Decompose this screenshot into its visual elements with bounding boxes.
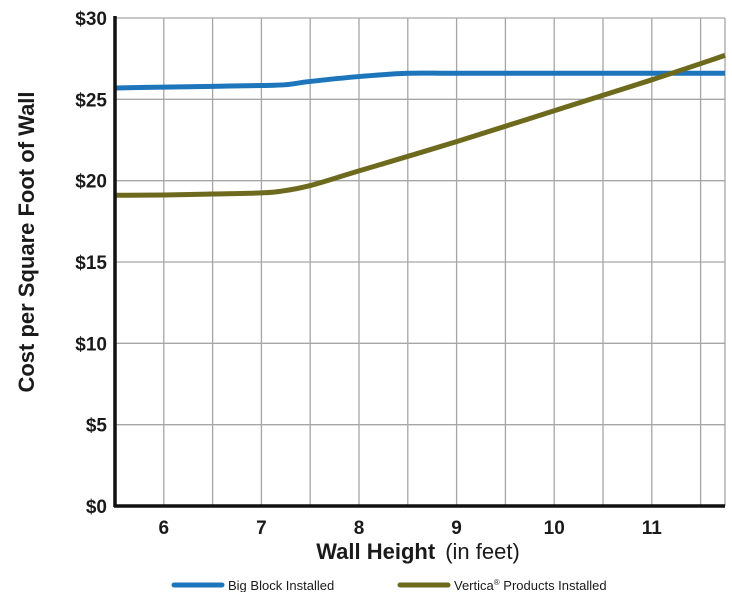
legend-item-big-block: Big Block Installed: [171, 578, 334, 592]
series-line-vertica: [114, 53, 726, 198]
series-line-big-block: [114, 70, 725, 91]
axes: [113, 16, 725, 508]
y-tick-labels: $0 $5 $10 $15 $20 $25 $30: [75, 9, 107, 518]
x-axis-label-unit: (in feet): [445, 539, 520, 564]
x-tick-label-9: 9: [451, 518, 462, 539]
legend-label-vertica-sup: ®: [494, 578, 500, 587]
x-tick-label-11: 11: [642, 518, 663, 539]
legend-item-vertica: Vertica® Products Installed: [397, 578, 607, 592]
x-tick-label-6: 6: [159, 518, 170, 539]
x-tick-label-8: 8: [354, 518, 365, 539]
legend-label-big-block: Big Block Installed: [228, 578, 334, 592]
y-tick-label-15: $15: [75, 253, 107, 274]
grid-lines: [115, 17, 726, 506]
y-tick-label-30: $30: [75, 9, 107, 30]
x-tick-label-10: 10: [544, 518, 565, 539]
x-tick-label-7: 7: [256, 518, 267, 539]
legend-label-vertica-name: Vertica: [454, 578, 495, 592]
y-tick-label-20: $20: [75, 172, 107, 193]
x-axis-label-main: Wall Height: [316, 539, 436, 564]
y-tick-label-25: $25: [75, 90, 107, 111]
legend: Big Block Installed Vertica® Products In…: [171, 578, 607, 592]
y-tick-label-10: $10: [75, 334, 107, 355]
series-lines: [114, 53, 726, 198]
y-tick-label-0: $0: [86, 497, 107, 518]
legend-label-vertica: Vertica® Products Installed: [454, 578, 607, 592]
x-axis-label: Wall Height (in feet): [316, 539, 520, 564]
x-tick-labels: 6 7 8 9 10 11: [159, 518, 663, 539]
legend-label-vertica-suffix: Products Installed: [500, 578, 607, 592]
y-tick-label-5: $5: [86, 416, 108, 437]
y-axis-label: Cost per Square Foot of Wall: [14, 91, 39, 392]
